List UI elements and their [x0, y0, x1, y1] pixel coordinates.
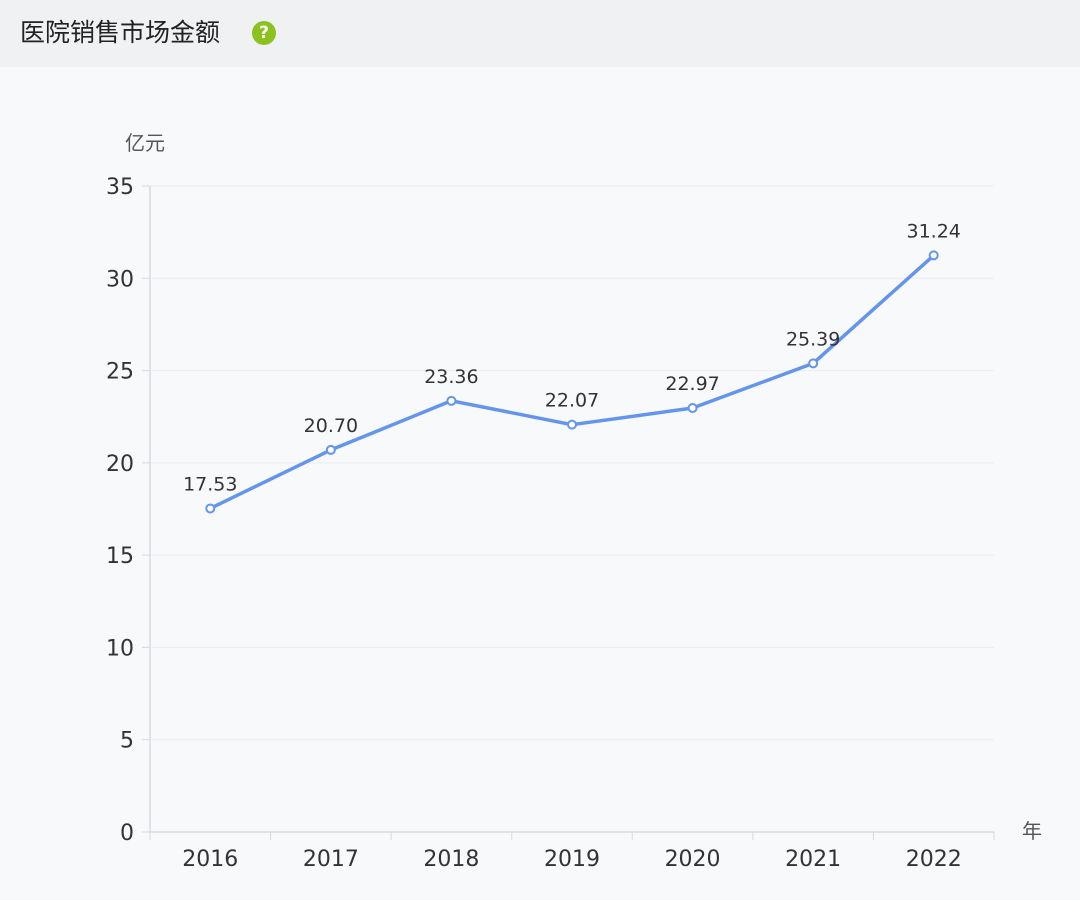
chart-header: 医院销售市场金额 ?: [0, 0, 1080, 67]
data-point[interactable]: [205, 503, 216, 514]
x-tick-label: 2017: [303, 847, 359, 872]
y-axis-ticks: 0 5 10 15 20 25 30 35: [106, 175, 150, 846]
data-point[interactable]: [446, 395, 457, 406]
question-circle-icon[interactable]: ?: [252, 21, 276, 45]
axes: [149, 186, 994, 833]
data-label: 22.07: [545, 390, 599, 412]
data-label: 31.24: [907, 220, 961, 242]
x-tick-label: 2020: [665, 847, 721, 872]
data-label: 17.53: [183, 473, 237, 495]
y-axis-unit: 亿元: [125, 131, 165, 155]
data-point[interactable]: [928, 250, 939, 261]
y-tick-label: 5: [120, 729, 134, 754]
grid-lines: [150, 185, 994, 741]
series-line: [208, 253, 936, 511]
x-axis-ticks: 2016 2017 2018 2019 2020 2021 2022: [149, 832, 995, 872]
x-tick-label: 2018: [423, 847, 479, 872]
data-point[interactable]: [687, 403, 698, 414]
x-tick-label: 2021: [785, 847, 841, 872]
y-tick-label: 0: [120, 821, 134, 846]
line-chart: 0 5 10 15 20 25 30 35 2016 2017 2018 2019 2020 2021 2…: [0, 67, 1080, 900]
y-tick-label: 10: [106, 636, 134, 661]
data-label: 25.39: [786, 328, 840, 350]
x-axis-unit: 年: [1022, 819, 1042, 843]
y-tick-label: 25: [106, 360, 134, 385]
data-label: 20.70: [304, 415, 358, 437]
data-labels: 17.53 20.70 23.36 22.07 22.97 25.39 31.24: [183, 220, 961, 495]
data-point[interactable]: [808, 358, 819, 369]
x-tick-label: 2016: [182, 847, 238, 872]
data-label: 23.36: [424, 366, 478, 388]
chart-title: 医院销售市场金额: [20, 18, 221, 47]
data-point[interactable]: [567, 419, 577, 430]
y-tick-label: 15: [106, 544, 134, 569]
y-tick-label: 20: [106, 452, 134, 477]
data-points: [205, 250, 939, 514]
x-tick-label: 2022: [906, 847, 962, 872]
x-tick-label: 2019: [544, 847, 600, 872]
y-tick-label: 30: [106, 267, 134, 292]
data-point[interactable]: [325, 444, 336, 455]
data-label: 22.97: [665, 373, 719, 395]
y-tick-label: 35: [106, 175, 134, 200]
